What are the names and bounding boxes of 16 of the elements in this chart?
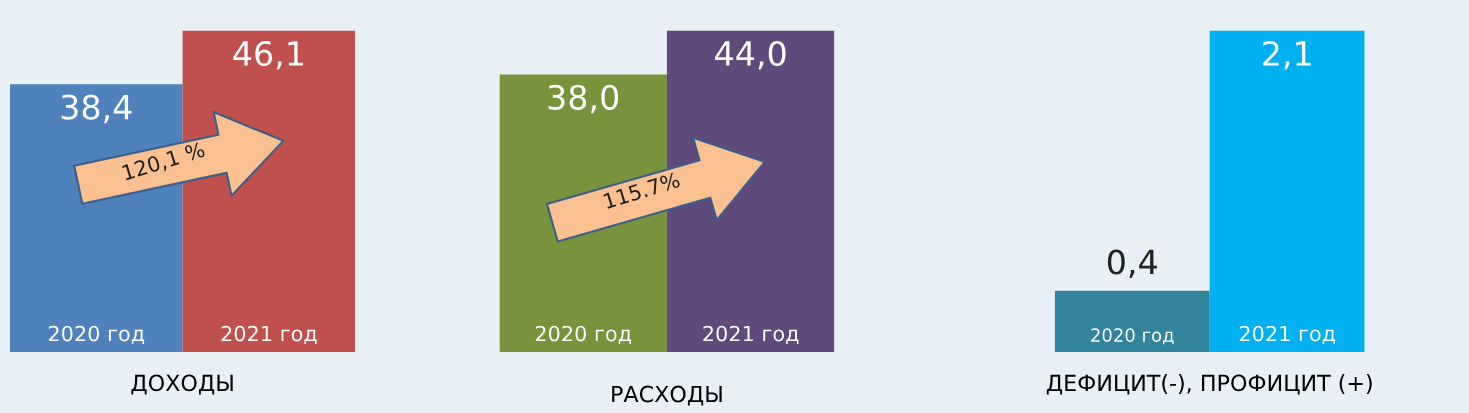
data-label: 46,1 [233, 40, 303, 70]
data-label: 38,0 [548, 84, 619, 114]
data-label: 44,0 [715, 40, 786, 70]
x-tick-label: 2020 год [48, 325, 145, 344]
x-tick-label: 2020 год [1091, 328, 1174, 345]
x-tick-label: 2021 год [221, 325, 317, 344]
x-axis-title: РАСХОДЫ [612, 385, 722, 406]
data-label: 38,4 [61, 94, 132, 124]
data-label: 0,4 [1107, 249, 1157, 278]
x-axis-title: ДОХОДЫ [131, 374, 233, 395]
x-tick-label: 2021 год [703, 325, 799, 344]
x-axis-title: ДЕФИЦИТ(-), ПРОФИЦИТ (+) [1046, 374, 1372, 395]
x-tick-label: 2020 год [535, 325, 631, 344]
data-label: 2,1 [1263, 40, 1311, 70]
x-tick-label: 2021 год [1239, 325, 1335, 344]
annotation: 120,1 % [121, 141, 207, 183]
